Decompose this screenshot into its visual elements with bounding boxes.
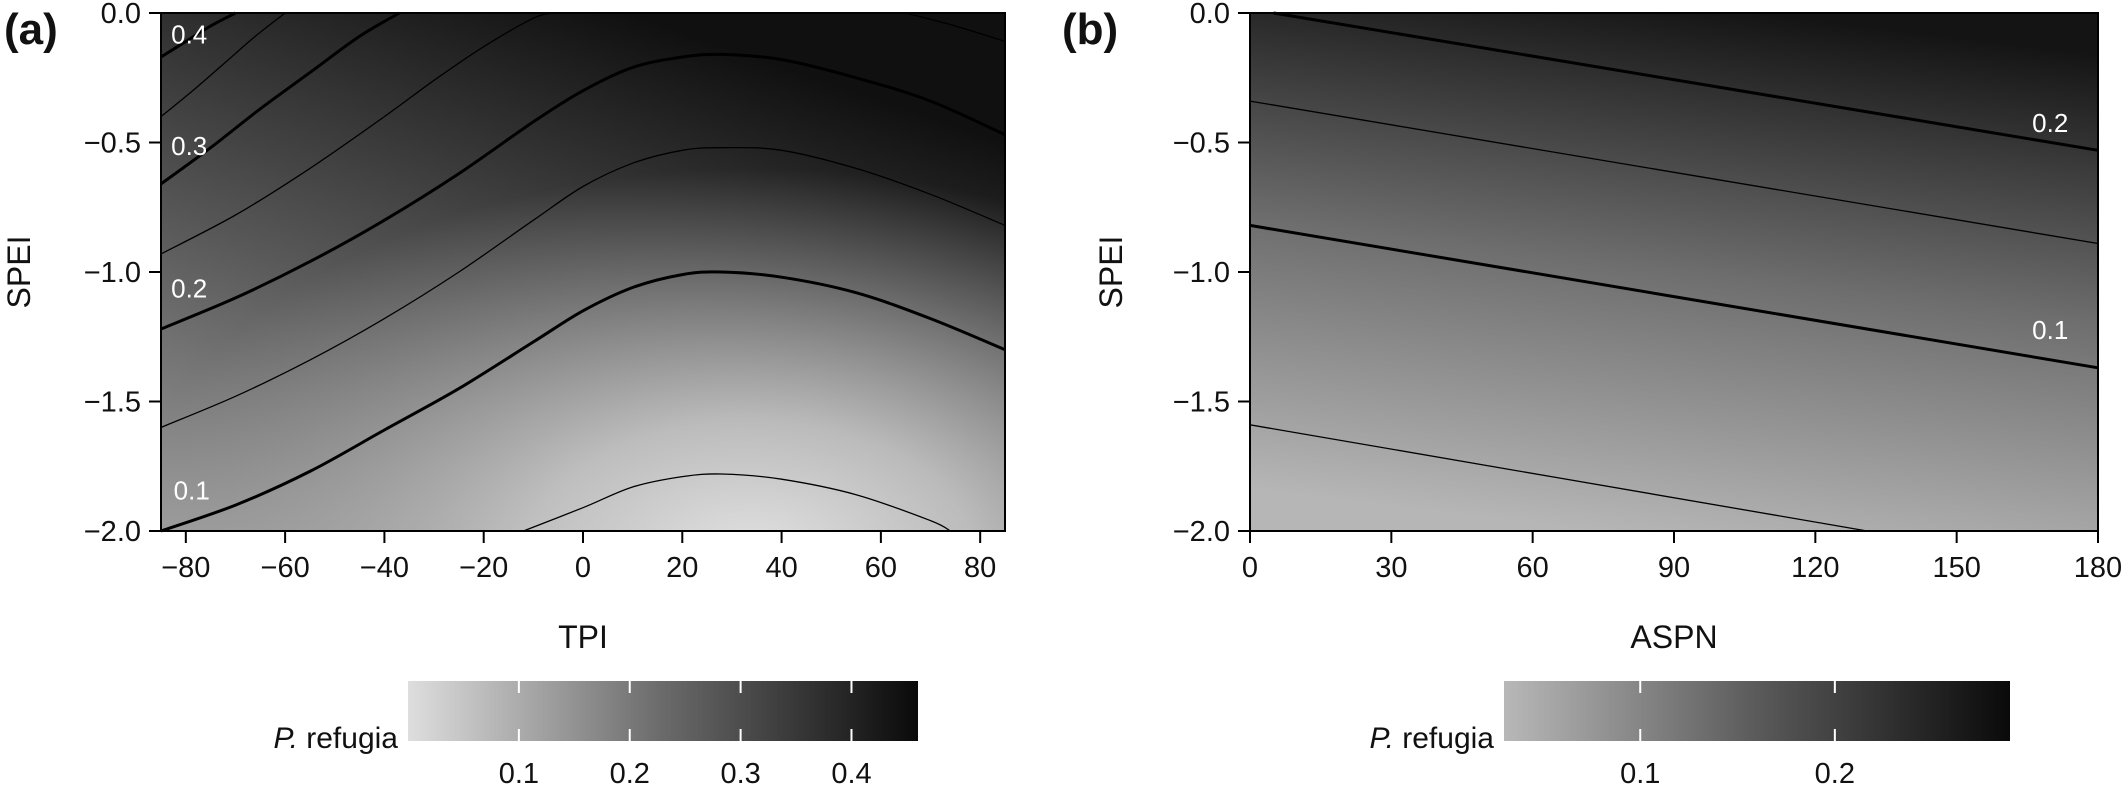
colorbar-ticks: 0.1 0.2 [1620, 681, 1855, 789]
x-tick-label: 80 [964, 552, 996, 584]
x-tick-label: −40 [360, 552, 409, 584]
colorbar-tick-label: 0.1 [1620, 758, 1660, 789]
x-tick-label: −80 [161, 552, 210, 584]
y-tick-label: 0.0 [101, 0, 141, 30]
x-tick-label: −20 [459, 552, 508, 584]
x-axis: 0 30 60 90 120 150 180 [1242, 531, 2122, 584]
y-axis-label: SPEI [1, 236, 37, 309]
x-tick-label: 20 [666, 552, 698, 584]
contour-lines [1249, 11, 2099, 532]
y-tick-label: −1.5 [84, 387, 141, 419]
x-tick-label: 180 [2074, 552, 2122, 584]
x-tick-label: 60 [865, 552, 897, 584]
y-tick-label: −1.5 [1173, 387, 1230, 419]
x-tick-label: −60 [261, 552, 310, 584]
contour-labels: 0.1 0.2 0.3 0.4 [171, 20, 210, 506]
colorbar-gradient [408, 681, 918, 741]
colorbar-gradient [1504, 681, 2010, 741]
contour-label: 0.2 [171, 274, 207, 304]
colorbar-tick-label: 0.3 [720, 758, 760, 789]
colorbar-tick-label: 0.4 [831, 758, 871, 789]
colorbar-tick-label: 0.2 [610, 758, 650, 789]
contour-line [160, 52, 1006, 331]
panel-label: (a) [4, 5, 58, 54]
y-axis-label: SPEI [1093, 236, 1129, 309]
contour-label: 0.1 [174, 476, 210, 506]
y-tick-label: −1.0 [1173, 257, 1230, 289]
y-tick-label: −2.0 [84, 516, 141, 548]
contour-line [1249, 100, 2099, 245]
contour-label: 0.3 [171, 131, 207, 161]
contour-line [160, 146, 1006, 428]
colorbar-label: P. refugia [273, 722, 398, 755]
contour-line [160, 12, 554, 255]
x-tick-label: 150 [1932, 552, 1980, 584]
x-axis-label: ASPN [1630, 619, 1717, 655]
colorbar-tick-label: 0.2 [1815, 758, 1855, 789]
plot-background [1250, 13, 2098, 531]
y-tick-label: −1.0 [84, 257, 141, 289]
x-tick-label: 0 [1242, 552, 1258, 584]
contour-line [160, 12, 286, 118]
colorbar-ticks: 0.1 0.2 0.3 0.4 [499, 681, 872, 789]
x-tick-label: 90 [1658, 552, 1690, 584]
y-axis: 0.0 −0.5 −1.0 −1.5 −2.0 [84, 0, 161, 548]
contour-line [160, 270, 1006, 533]
x-tick-label: 60 [1517, 552, 1549, 584]
contour-labels: 0.2 0.1 [2032, 108, 2068, 345]
x-axis-label: TPI [558, 619, 608, 655]
x-tick-label: 0 [575, 552, 591, 584]
colorbar-tick-label: 0.1 [499, 758, 539, 789]
y-axis: 0.0 −0.5 −1.0 −1.5 −2.0 [1173, 0, 1250, 548]
contour-label: 0.2 [2032, 108, 2068, 138]
x-tick-label: 40 [765, 552, 797, 584]
panel-label: (b) [1062, 5, 1118, 54]
colorbar: 0.1 0.2 P. refugia [1369, 681, 2010, 789]
contour-line [1273, 11, 2099, 152]
contour-lines [160, 11, 1006, 533]
colorbar: 0.1 0.2 0.3 0.4 P. refugia [273, 681, 918, 789]
contour-line [523, 473, 951, 532]
contour-line [160, 11, 401, 186]
plot-highlight [161, 13, 1005, 531]
contour-line [1249, 424, 1868, 532]
y-tick-label: 0.0 [1190, 0, 1230, 30]
contour-line [1249, 223, 2099, 370]
x-tick-label: 30 [1375, 552, 1407, 584]
contour-line [905, 12, 1006, 43]
x-tick-label: 120 [1791, 552, 1839, 584]
y-tick-label: −2.0 [1173, 516, 1230, 548]
y-tick-label: −0.5 [84, 128, 141, 160]
contour-line [160, 11, 237, 59]
panel-b: (b) 0.2 0.1 0 30 60 90 120 150 180 0.0 −0.5 −1.0 −… [1062, 0, 2122, 789]
y-tick-label: −0.5 [1173, 128, 1230, 160]
x-axis: −80 −60 −40 −20 0 20 40 60 80 [161, 531, 996, 584]
contour-label: 0.1 [2032, 315, 2068, 345]
contour-label: 0.4 [171, 20, 207, 50]
colorbar-label: P. refugia [1369, 722, 1494, 755]
panel-a: (a) 0.1 0.2 0.3 0.4 −80 −60 −40 −20 0 20 40 60 80 0… [1, 0, 1006, 789]
